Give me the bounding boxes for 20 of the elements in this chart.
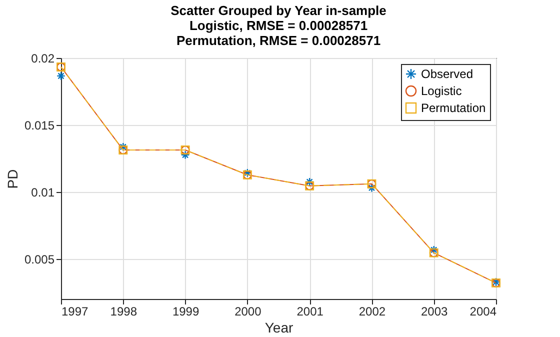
x-tick-label: 1999 (172, 304, 200, 318)
x-tick-label: 2000 (234, 304, 262, 318)
y-tick-label: 0.015 (24, 118, 55, 132)
legend-label: Logistic (421, 84, 462, 98)
text: Permutation, RMSE = 0.00028571 (176, 33, 381, 48)
y-axis-title: PD (4, 169, 20, 189)
text: Logistic, RMSE = 0.00028571 (189, 18, 368, 33)
y-tick-label: 0.02 (31, 52, 55, 66)
x-tick-label: 2003 (421, 304, 448, 318)
x-axis-title: Year (264, 320, 294, 336)
legend-label: Permutation (421, 101, 486, 115)
x-tick-label: 2001 (296, 304, 324, 318)
x-tick-label: 2004 (470, 304, 497, 318)
x-tick-label: 1998 (110, 304, 138, 318)
text: Scatter Grouped by Year in-sample (170, 3, 386, 18)
legend-label: Observed (421, 67, 474, 81)
y-tick-label: 0.005 (24, 252, 55, 266)
x-tick-label: 2002 (358, 304, 386, 318)
y-tick-label: 0.01 (31, 185, 55, 200)
x-tick-label: 1997 (62, 304, 89, 318)
